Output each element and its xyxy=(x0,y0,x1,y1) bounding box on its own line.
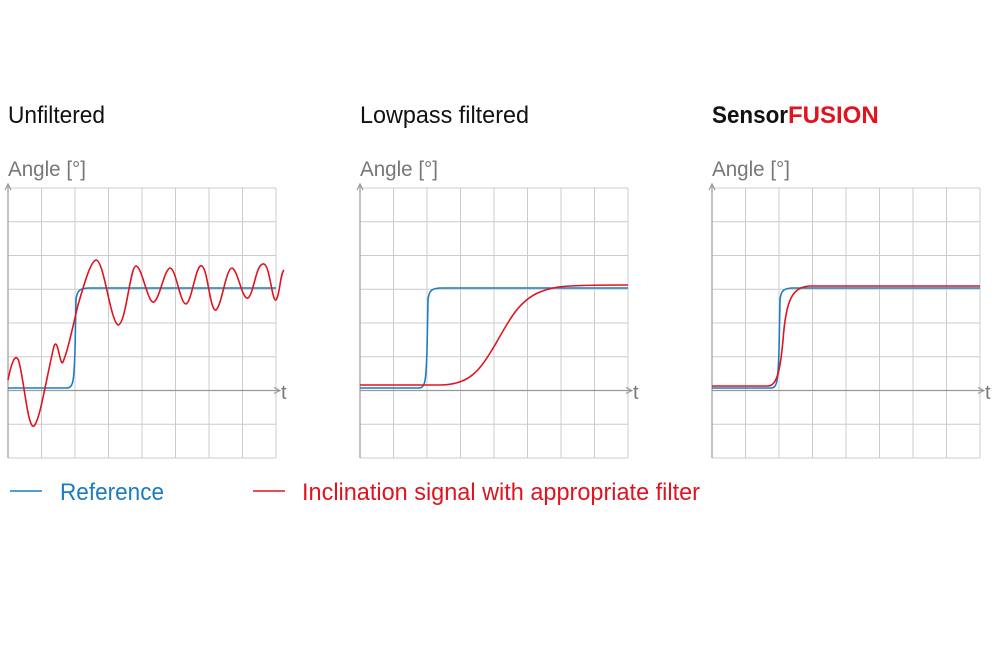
signal-curve xyxy=(7,259,285,427)
x-label: t xyxy=(281,382,287,404)
grid xyxy=(356,182,634,459)
legend: Reference Inclination signal with approp… xyxy=(10,479,700,506)
x-arrow xyxy=(977,386,986,395)
panel-title: Lowpass filtered xyxy=(360,102,529,129)
grid xyxy=(4,182,282,459)
reference-curve xyxy=(712,287,980,389)
legend-label: Inclination signal with appropriate filt… xyxy=(302,479,700,506)
legend-label: Reference xyxy=(60,479,164,506)
y-arrow xyxy=(356,182,364,191)
y-arrow xyxy=(4,182,12,191)
x-label: t xyxy=(633,382,639,404)
panel: Unfiltered Angle [°] t xyxy=(4,102,287,459)
panel-title: SensorFUSION xyxy=(712,102,879,129)
grid xyxy=(708,182,986,459)
reference-curve xyxy=(360,287,628,389)
x-arrow xyxy=(273,386,282,395)
panel-title: Unfiltered xyxy=(8,102,105,129)
y-label: Angle [°] xyxy=(712,158,790,181)
y-label: Angle [°] xyxy=(8,158,86,181)
title-part: Sensor xyxy=(712,102,788,129)
x-label: t xyxy=(985,382,991,404)
signal-curve xyxy=(712,285,980,387)
panel: Lowpass filtered Angle [°] t xyxy=(356,102,639,459)
panel: SensorFUSION Angle [°] t xyxy=(708,102,991,459)
y-arrow xyxy=(708,182,716,191)
reference-curve xyxy=(8,287,276,389)
x-arrow xyxy=(625,386,634,395)
title-part: FUSION xyxy=(788,102,879,129)
y-label: Angle [°] xyxy=(360,158,438,181)
signal-curve xyxy=(360,284,629,386)
